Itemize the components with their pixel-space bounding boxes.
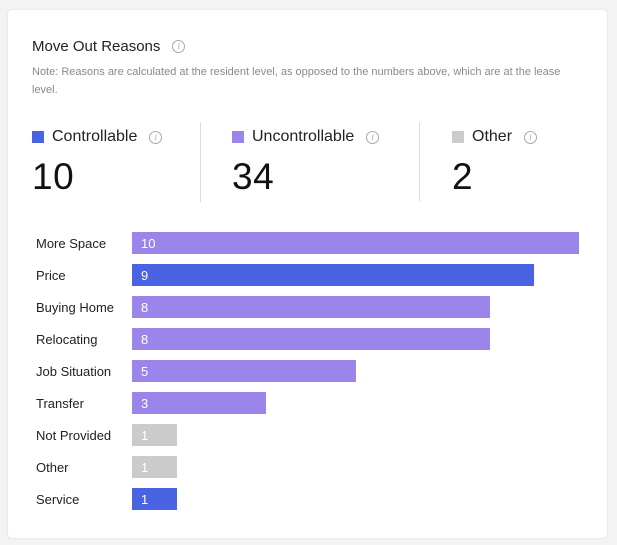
info-icon[interactable]: i bbox=[366, 130, 380, 144]
bar[interactable] bbox=[132, 392, 267, 414]
divider bbox=[200, 122, 201, 202]
bar-value-label: 8 bbox=[141, 300, 149, 315]
bar-value-label: 3 bbox=[141, 396, 149, 411]
bar-label: Relocating bbox=[36, 332, 98, 347]
controllable-swatch bbox=[32, 131, 44, 143]
bar[interactable] bbox=[132, 360, 356, 382]
stat-other: Other i 2 bbox=[452, 122, 538, 202]
bar-value-label: 5 bbox=[141, 364, 149, 379]
bar-label: Buying Home bbox=[36, 300, 115, 315]
bar[interactable] bbox=[132, 488, 177, 510]
bar[interactable] bbox=[132, 424, 177, 446]
bar-label: Price bbox=[36, 268, 66, 283]
bar-label: Job Situation bbox=[36, 364, 112, 379]
note-text: Note: Reasons are calculated at the resi… bbox=[32, 66, 561, 96]
stat-label: Other bbox=[472, 128, 513, 145]
bar[interactable] bbox=[132, 296, 490, 318]
bar-value-label: 10 bbox=[141, 236, 156, 251]
bar[interactable] bbox=[132, 232, 579, 254]
stat-value: 10 bbox=[32, 156, 75, 197]
divider bbox=[419, 122, 420, 202]
stat-label: Controllable bbox=[52, 128, 138, 145]
stat-label: Uncontrollable bbox=[252, 128, 355, 145]
stat-value: 2 bbox=[452, 156, 474, 197]
bar-value-label: 1 bbox=[141, 492, 149, 507]
bar[interactable] bbox=[132, 328, 490, 350]
uncontrollable-swatch bbox=[232, 131, 244, 143]
bar[interactable] bbox=[132, 456, 177, 478]
card-title: Move Out Reasons bbox=[32, 38, 161, 55]
move-out-reasons-card: Move Out Reasons i Note: Reasons are cal… bbox=[8, 10, 607, 538]
summary-row: Controllable i 10 Uncontrollable i 34 Ot… bbox=[32, 122, 592, 206]
bar-label: Not Provided bbox=[36, 428, 112, 443]
title-row: Move Out Reasons i bbox=[32, 38, 186, 55]
bar-label: Other bbox=[36, 460, 69, 475]
bar[interactable] bbox=[132, 264, 535, 286]
bar-value-label: 1 bbox=[141, 460, 149, 475]
other-swatch bbox=[452, 131, 464, 143]
info-icon[interactable]: i bbox=[524, 130, 538, 144]
stat-value: 34 bbox=[232, 156, 275, 197]
bar-label: More Space bbox=[36, 236, 107, 251]
move-out-reasons-chart: More Space 10 Price 9 Buying Home 8 Relocating… bbox=[32, 230, 592, 520]
stat-uncontrollable: Uncontrollable i 34 bbox=[232, 122, 380, 202]
info-icon[interactable]: i bbox=[172, 40, 186, 53]
bar-value-label: 1 bbox=[141, 428, 149, 443]
bar-label: Transfer bbox=[36, 396, 84, 411]
stat-controllable: Controllable i 10 bbox=[32, 122, 163, 202]
info-icon[interactable]: i bbox=[149, 130, 163, 144]
bar-value-label: 8 bbox=[141, 332, 149, 347]
bar-label: Service bbox=[36, 492, 80, 507]
bar-value-label: 9 bbox=[141, 268, 149, 283]
